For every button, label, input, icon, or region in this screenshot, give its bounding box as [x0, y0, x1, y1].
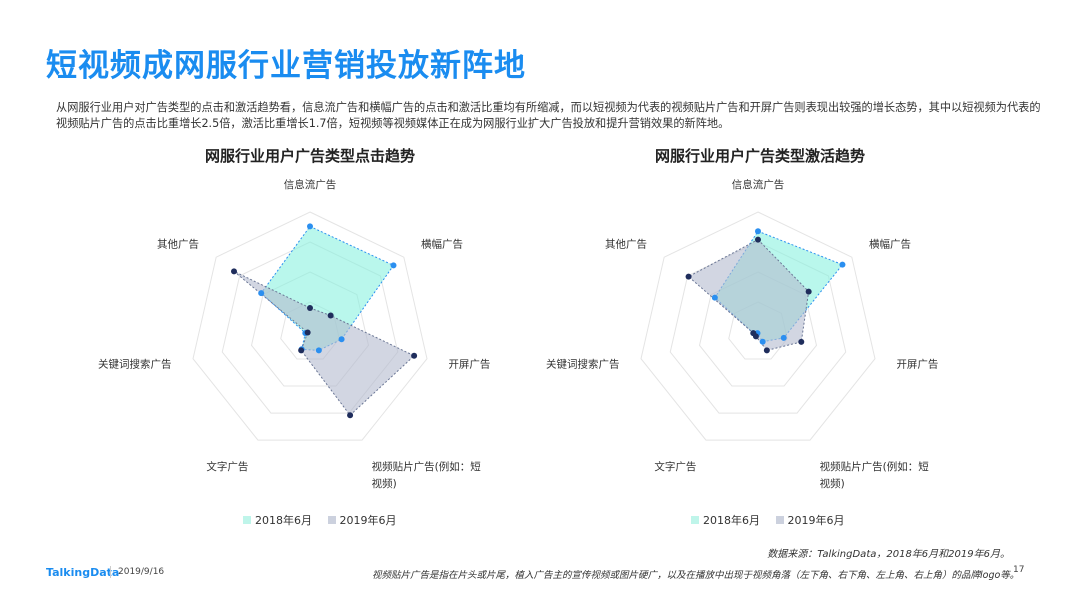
legend-item-2019[interactable]: 2019年6月: [775, 512, 845, 528]
legend-item-2018[interactable]: 2018年6月: [243, 512, 312, 528]
legend-label-2018: 2018年6月: [703, 514, 760, 527]
radar-point-2018: [258, 290, 265, 297]
radar-grid-ring: [221, 241, 399, 414]
radar-axis-label: 横幅广告: [421, 237, 463, 250]
radar-axis-label: 信息流广告: [732, 178, 785, 191]
radar-series-area-2019: [233, 270, 415, 416]
chart-title-click: 网服行业用户广告类型点击趋势: [204, 147, 415, 165]
radar-axis-label: 关键词搜索广告: [98, 358, 172, 371]
radar-axis-label: 开屏广告: [448, 358, 490, 371]
chart-legend-activation: 2018年6月 2019年6月: [691, 512, 857, 528]
page-title: 短视频成网服行业营销投放新阵地: [46, 48, 526, 84]
radar-point-2019: [763, 347, 770, 354]
legend-swatch-2018: [691, 516, 699, 524]
legend-swatch-2018: [243, 516, 251, 524]
radar-point-2018: [759, 338, 766, 345]
radar-point-2018: [390, 262, 397, 269]
footer-date: 2019/9/16: [118, 567, 165, 577]
radar-point-2019: [755, 236, 761, 243]
radar-point-2018: [315, 347, 322, 354]
radar-point-2019: [298, 347, 305, 354]
legend-item-2019[interactable]: 2019年6月: [327, 512, 397, 528]
radar-point-2018: [338, 336, 345, 343]
radar-point-2019: [685, 273, 692, 280]
legend-label-2018: 2018年6月: [255, 514, 312, 527]
radar-point-2018: [755, 228, 761, 235]
radar-series-area-2019: [687, 238, 810, 351]
radar-point-2018: [839, 261, 846, 268]
radar-axis-label: 其他广告: [605, 237, 647, 250]
radar-point-2019: [798, 338, 805, 345]
radar-point-2019: [805, 288, 812, 295]
data-source-note: 数据来源：TalkingData，2018年6月和2019年6月。: [767, 549, 1010, 560]
talkingdata-logo: TalkingData: [46, 566, 120, 579]
legend-swatch-2019: [327, 516, 336, 524]
radar-point-2019: [347, 412, 354, 419]
radar-point-2019: [411, 352, 418, 359]
legend-label-2019: 2019年6月: [787, 514, 845, 527]
radar-axis-label: 文字广告: [654, 460, 696, 473]
page-number: 17: [1013, 565, 1025, 575]
chart-title-activation: 网服行业用户广告类型激活趋势: [654, 147, 865, 165]
radar-axis-label: 视频): [820, 477, 845, 490]
legend-item-2018[interactable]: 2018年6月: [691, 512, 760, 528]
radar-point-2019: [750, 330, 757, 337]
radar-grid-ring: [192, 211, 428, 441]
radar-axis-label: 其他广告: [157, 237, 199, 250]
footnote: 视频贴片广告是指在片头或片尾，植入广告主的宣传视频或图片硬广，以及在播放中出现于…: [372, 570, 1020, 581]
radar-axis-label: 视频贴片广告(例如：短: [372, 460, 482, 473]
radar-axis-label: 关键词搜索广告: [546, 358, 620, 371]
radar-axis-label: 视频贴片广告(例如：短: [820, 460, 930, 473]
legend-label-2019: 2019年6月: [339, 514, 397, 527]
radar-axis-label: 视频): [372, 477, 397, 490]
legend-swatch-2019: [775, 516, 784, 524]
radar-axis-label: 开屏广告: [896, 358, 938, 371]
radar-point-2018: [307, 223, 313, 230]
radar-point-2019: [304, 329, 311, 336]
radar-grid-ring: [669, 241, 847, 414]
radar-axis-label: 横幅广告: [869, 237, 911, 250]
chart-legend-click: 2018年6月 2019年6月: [243, 512, 409, 528]
radar-point-2019: [307, 305, 313, 311]
footer-divider: [110, 566, 111, 578]
radar-axis-label: 信息流广告: [284, 178, 337, 191]
page-description: 从网服行业用户对广告类型的点击和激活趋势看，信息流广告和横幅广告的点击和激活比重…: [56, 101, 1041, 130]
radar-point-2019: [231, 268, 238, 275]
radar-grid-ring: [640, 211, 876, 441]
radar-point-2019: [327, 312, 334, 319]
radar-point-2018: [711, 294, 718, 301]
radar-axis-label: 文字广告: [206, 460, 248, 473]
radar-point-2018: [780, 334, 787, 341]
